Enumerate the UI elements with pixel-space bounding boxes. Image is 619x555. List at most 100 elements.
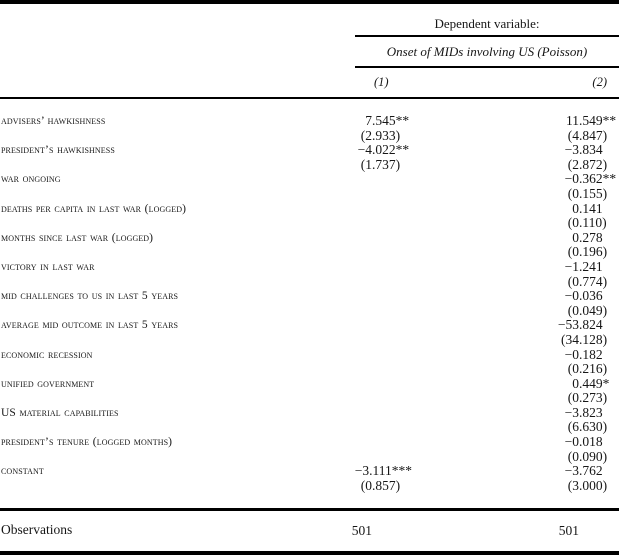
- value-integer-part: [330, 435, 372, 450]
- value-integer-part: (0: [567, 273, 579, 289]
- value-decimal-part: .774): [579, 273, 608, 289]
- value-decimal-part: [372, 275, 412, 290]
- value-line: 501: [529, 523, 619, 538]
- value-integer-part: (34: [561, 331, 579, 347]
- table-row: unified government 0.449* (0.273): [1, 375, 619, 406]
- value-decimal-part: .857): [372, 477, 401, 493]
- value-decimal-part: [372, 406, 412, 421]
- model-title: Onset of MIDs involving US (Poisson): [386, 43, 588, 59]
- standard-error-line: (0.216): [529, 361, 619, 377]
- coefficient-line: [330, 260, 412, 275]
- value-decimal-part: .737): [372, 156, 401, 172]
- value-integer-part: [330, 289, 372, 304]
- dependent-variable-heading: Dependent variable:: [434, 16, 540, 31]
- value-decimal-part: [372, 202, 412, 217]
- value-decimal-part: .847): [579, 127, 608, 143]
- value-integer-part: (2: [360, 127, 372, 143]
- value-integer-part: (6: [567, 419, 579, 435]
- value-integer-part: (0: [567, 390, 579, 406]
- table-row: advisers’ hawkishness 7.545** (2.933) 11.54…: [1, 113, 619, 144]
- variable-label: victory in last war: [1, 260, 95, 273]
- coefficient-cell-model-1: 7.545** (2.933): [330, 113, 412, 144]
- table-row: president’s hawkishness −4.022** (1.737) −3…: [1, 143, 619, 172]
- coefficient-line: [330, 172, 412, 187]
- value-integer-part: (0: [567, 215, 579, 231]
- coefficient-cell-model-1: −4.022** (1.737): [330, 143, 412, 172]
- header-body-separator-rule: [0, 96, 619, 99]
- value-integer-part: [330, 333, 372, 348]
- coefficient-line: 0.278: [529, 230, 619, 246]
- value-integer-part: [330, 245, 372, 260]
- value-integer-part: 0: [572, 200, 579, 216]
- value-decimal-part: [372, 420, 412, 435]
- value-decimal-part: .823: [579, 404, 603, 420]
- coefficient-cell-model-1: [330, 435, 412, 464]
- standard-error-line: [330, 420, 412, 435]
- variable-label: war ongoing: [1, 173, 61, 186]
- value-integer-part: −3: [564, 142, 579, 158]
- value-decimal-part: .449*: [579, 375, 610, 391]
- value-decimal-part: .362**: [579, 171, 617, 187]
- standard-error-line: (0.090): [529, 448, 619, 465]
- value-integer-part: [330, 318, 372, 333]
- value-integer-part: [330, 231, 372, 246]
- coefficient-line: −53.824: [529, 318, 619, 333]
- coefficient-cell-model-2: −3.762 (3.000): [529, 464, 619, 493]
- standard-error-line: [330, 275, 412, 290]
- value-decimal-part: .182: [579, 346, 603, 362]
- standard-error-line: [330, 391, 412, 406]
- value-decimal-part: [579, 523, 619, 538]
- value-integer-part: [330, 172, 372, 187]
- value-integer-part: [330, 275, 372, 290]
- coefficient-cell-model-1: [330, 377, 412, 406]
- coefficient-cell-model-2: −53.824 (34.128): [529, 318, 619, 347]
- value-decimal-part: .090): [579, 448, 608, 464]
- coefficient-line: −3.111***: [330, 464, 412, 479]
- variable-label: US material capabilities: [1, 406, 119, 419]
- coefficient-line: 0.449*: [529, 375, 619, 392]
- coefficient-cell-model-1: [330, 231, 412, 260]
- table-row: deaths per capita in last war (logged) 0.…: [1, 200, 619, 231]
- table-row: president’s tenure (logged months) −0.018…: [1, 434, 619, 465]
- value-decimal-part: [372, 172, 412, 187]
- observations-value-model-2: 501: [529, 523, 619, 538]
- value-integer-part: 501: [558, 522, 579, 538]
- standard-error-line: (6.630): [529, 420, 619, 435]
- coefficient-line: −3.823: [529, 404, 619, 421]
- value-integer-part: −3: [564, 404, 579, 420]
- table-header: Dependent variable: Onset of MIDs involv…: [355, 4, 619, 97]
- table-row: mid challenges to us in last 5 years −0.0…: [1, 289, 619, 318]
- value-integer-part: [330, 391, 372, 406]
- value-decimal-part: .022**: [372, 142, 410, 158]
- value-decimal-part: .241: [579, 258, 603, 274]
- coefficient-line: [330, 406, 412, 421]
- variable-label: advisers’ hawkishness: [1, 115, 106, 127]
- value-integer-part: [330, 216, 372, 231]
- value-decimal-part: [372, 450, 412, 465]
- standard-error-line: [330, 450, 412, 465]
- variable-label: months since last war (logged): [1, 231, 154, 244]
- variable-label: unified government: [1, 377, 95, 390]
- value-integer-part: (0: [567, 448, 579, 464]
- coefficient-cell-model-1: [330, 406, 412, 435]
- standard-error-line: (4.847): [529, 127, 619, 144]
- value-integer-part: (3: [567, 477, 579, 493]
- value-integer-part: −0: [564, 171, 579, 187]
- observations-label: Observations: [1, 521, 73, 537]
- coefficient-line: 0.141: [529, 200, 619, 217]
- value-decimal-part: [372, 391, 412, 406]
- value-decimal-part: .273): [579, 390, 608, 406]
- value-integer-part: 11: [566, 113, 579, 128]
- value-integer-part: −0: [564, 288, 579, 304]
- standard-error-line: (2.933): [330, 127, 412, 144]
- coefficient-cell-model-1: [330, 348, 412, 377]
- table-row: victory in last war −1.241 (0.774): [1, 258, 619, 290]
- variable-label: economic recession: [1, 348, 93, 361]
- coefficient-cell-model-2: −0.036 (0.049): [529, 289, 619, 318]
- variable-label: mid challenges to us in last 5 years: [1, 290, 179, 303]
- table-row: average mid outcome in last 5 years −53.8…: [1, 318, 619, 347]
- table-top-rule: [0, 0, 619, 4]
- standard-error-line: [330, 187, 412, 202]
- value-integer-part: −0: [564, 346, 579, 362]
- value-integer-part: (4: [567, 127, 579, 143]
